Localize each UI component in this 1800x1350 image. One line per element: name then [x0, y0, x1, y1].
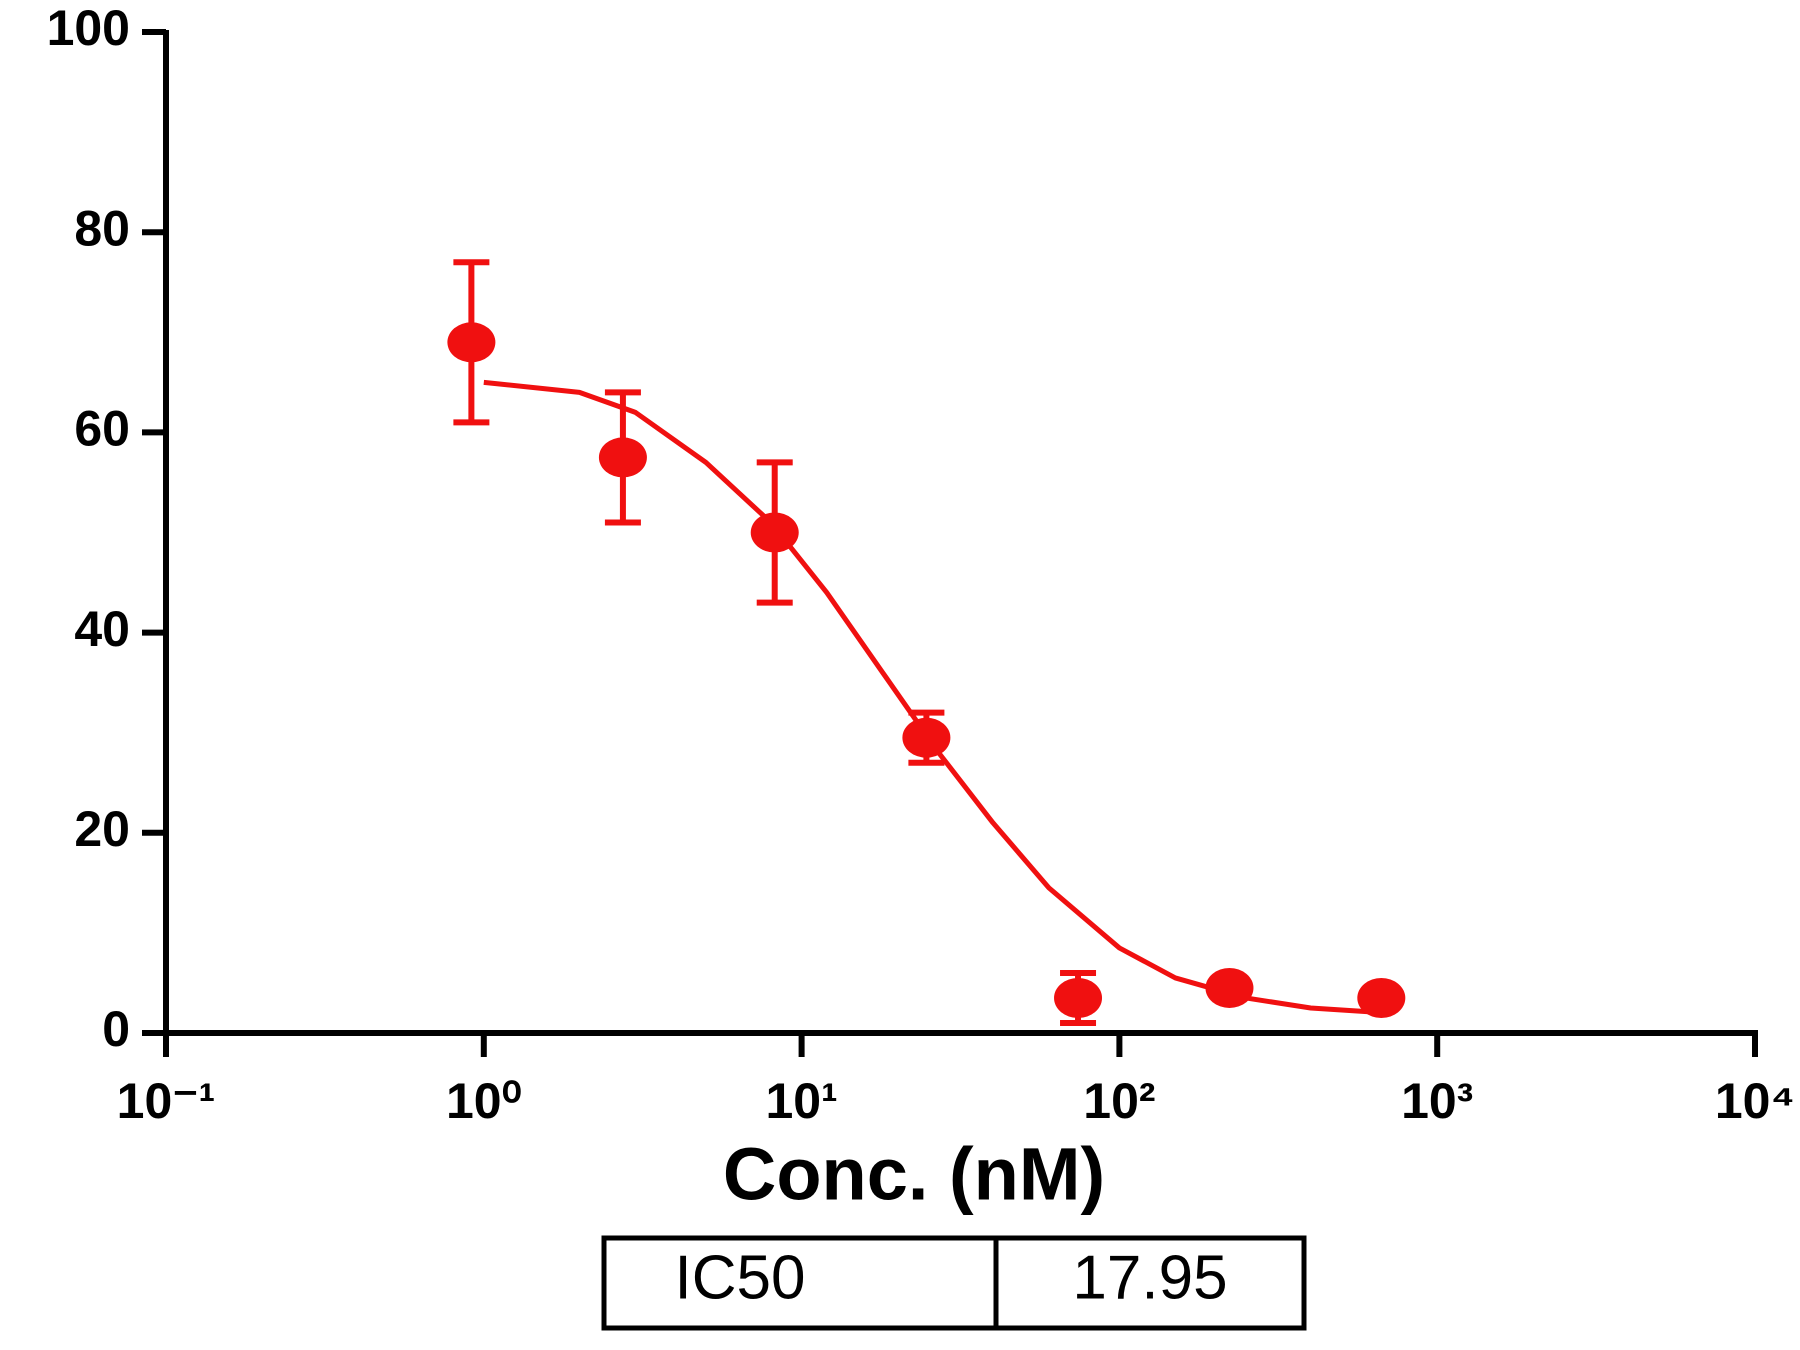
- data-point: [750, 512, 799, 553]
- x-tick-label: 10²: [1083, 1073, 1155, 1129]
- data-point: [598, 437, 647, 478]
- y-tick-label: 60: [74, 401, 130, 457]
- x-axis-title: Conc. (nM): [723, 1133, 1105, 1216]
- x-tick-label: 10⁰: [446, 1073, 522, 1129]
- data-point: [1357, 977, 1406, 1018]
- table-label: IC50: [675, 1243, 806, 1312]
- ic50-table: IC50 17.95: [601, 1235, 1307, 1331]
- data-point: [447, 322, 496, 363]
- y-tick-label: 20: [74, 801, 130, 857]
- x-tick-label: 10³: [1401, 1073, 1473, 1129]
- x-tick-label: 10⁻¹: [117, 1073, 216, 1129]
- y-tick-label: 0: [102, 1001, 130, 1057]
- y-tick-label: 40: [74, 601, 130, 657]
- y-tick-label: 100: [47, 0, 130, 56]
- data-point: [902, 717, 951, 758]
- y-tick-label: 80: [74, 200, 130, 256]
- data-point: [1054, 977, 1103, 1018]
- data-point: [1205, 967, 1254, 1008]
- table-value: 17.95: [1072, 1243, 1227, 1312]
- table-border: [601, 1235, 1307, 1331]
- x-tick-label: 10⁴: [1715, 1073, 1795, 1129]
- x-tick-label: 10¹: [765, 1073, 837, 1129]
